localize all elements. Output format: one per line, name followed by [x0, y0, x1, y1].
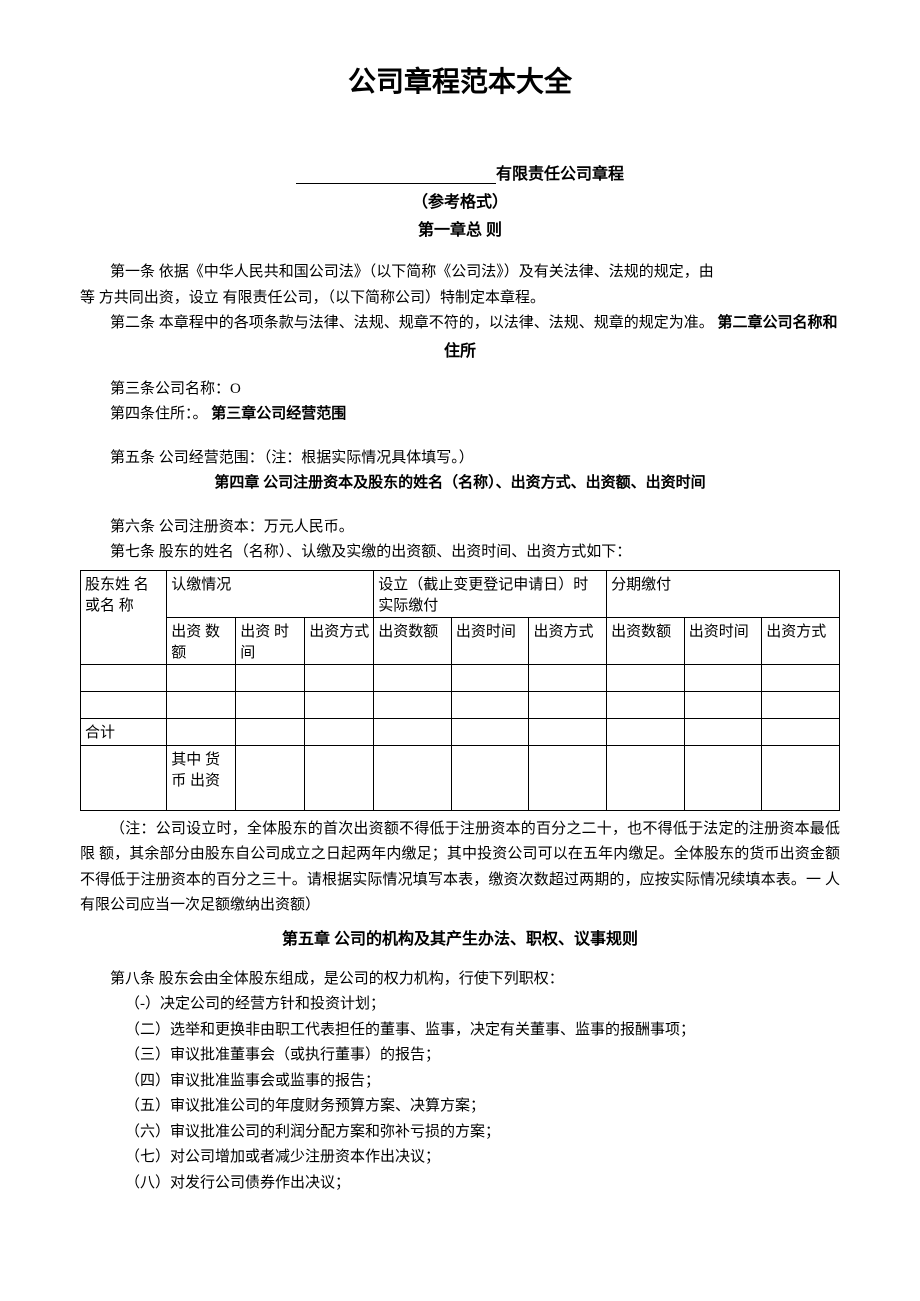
table-row-currency: 其中 货币 出资 [81, 745, 840, 810]
sub-method-3: 出资方式 [762, 617, 840, 664]
chapter-4-heading: 第四章 公司注册资本及股东的姓名（名称）、出资方式、出资额、出资时间 [214, 475, 705, 491]
power-item: （八）对发行公司债券作出决议； [80, 1171, 840, 1197]
chapter-1-heading: 第一章总 则 [80, 216, 840, 240]
sub-method-1: 出资方式 [305, 617, 374, 664]
chapter-2-heading-inline: 第二章公司名称和 [718, 315, 838, 331]
chapter-5-heading: 第五章 公司的机构及其产生办法、职权、议事规则 [80, 925, 840, 949]
sub-amount-3: 出资数额 [607, 617, 685, 664]
power-item: （四）审议批准监事会或监事的报告； [80, 1069, 840, 1095]
col-group-paid: 设立（截止变更登记申请日）时实际缴付 [374, 570, 607, 617]
table-note: （注：公司设立时，全体股东的首次出资额不得低于注册资本的百分之二十，也不得低于法… [80, 817, 840, 919]
sub-time-3: 出资时间 [684, 617, 762, 664]
sub-time-1: 出资 时间 [236, 617, 305, 664]
table-row [81, 691, 840, 718]
total-label: 合计 [81, 718, 167, 745]
table-header-row-2: 出资 数额 出资 时间 出资方式 出资数额 出资时间 出资方式 出资数额 出资时… [81, 617, 840, 664]
reference-format: （参考格式） [80, 188, 840, 212]
article-4-prefix: 第四条住所：。 [110, 406, 208, 422]
article-1-cont: 等 方共同出资，设立 有限责任公司，（以下简称公司）特制定本章程。 [80, 286, 840, 312]
charter-title-line: 有限责任公司章程 [80, 160, 840, 184]
chapter-4-heading-wrap: 第四章 公司注册资本及股东的姓名（名称）、出资方式、出资额、出资时间 [80, 471, 840, 497]
article-4-line: 第四条住所：。 第三章公司经营范围 [80, 402, 840, 428]
power-item: （-）决定公司的经营方针和投资计划； [80, 992, 840, 1018]
shareholder-table: 股东姓 名或名 称 认缴情况 设立（截止变更登记申请日）时实际缴付 分期缴付 出… [80, 570, 840, 811]
table-row-total: 合计 [81, 718, 840, 745]
power-item: （七）对公司增加或者减少注册资本作出决议； [80, 1145, 840, 1171]
power-item: （二）选举和更换非由职工代表担任的董事、监事，决定有关董事、监事的报酬事项； [80, 1018, 840, 1044]
article-2-line: 第二条 本章程中的各项条款与法律、法规、规章不符的，以法律、法规、规章的规定为准… [80, 311, 840, 337]
article-6: 第六条 公司注册资本：万元人民币。 [80, 515, 840, 541]
col-group-installment: 分期缴付 [607, 570, 840, 617]
sub-amount-2: 出资数额 [374, 617, 452, 664]
sub-method-2: 出资方式 [529, 617, 607, 664]
chapter-3-heading: 第三章公司经营范围 [211, 406, 346, 422]
table-row [81, 664, 840, 691]
power-item: （六）审议批准公司的利润分配方案和弥补亏损的方案； [80, 1120, 840, 1146]
document-page: 公司章程范本大全 有限责任公司章程 （参考格式） 第一章总 则 第一条 依据《中… [0, 0, 920, 1301]
document-title: 公司章程范本大全 [80, 60, 840, 100]
article-7: 第七条 股东的姓名（名称）、认缴及实缴的出资额、出资时间、出资方式如下： [80, 540, 840, 566]
article-3: 第三条公司名称：O [80, 377, 840, 403]
blank-underline [296, 183, 496, 184]
article-2: 第二条 本章程中的各项条款与法律、法规、规章不符的，以法律、法规、规章的规定为准… [110, 315, 714, 331]
sub-time-2: 出资时间 [451, 617, 529, 664]
col-group-subscribed: 认缴情况 [167, 570, 374, 617]
sub-amount-1: 出资 数额 [167, 617, 236, 664]
article-1: 第一条 依据《中华人民共和国公司法》（以下简称《公司法》）及有关法律、法规的规定… [80, 260, 840, 286]
power-item: （五）审议批准公司的年度财务预算方案、决算方案； [80, 1094, 840, 1120]
table-header-row-1: 股东姓 名或名 称 认缴情况 设立（截止变更登记申请日）时实际缴付 分期缴付 [81, 570, 840, 617]
article-5: 第五条 公司经营范围：（注：根据实际情况具体填写。） [80, 446, 840, 472]
chapter-2-addr: 住所 [80, 337, 840, 361]
charter-suffix: 有限责任公司章程 [496, 166, 624, 183]
col-shareholder-name: 股东姓 名或名 称 [81, 570, 167, 664]
power-item: （三）审议批准董事会（或执行董事）的报告； [80, 1043, 840, 1069]
currency-note: 其中 货币 出资 [167, 745, 236, 810]
article-8: 第八条 股东会由全体股东组成，是公司的权力机构，行使下列职权： [80, 967, 840, 993]
